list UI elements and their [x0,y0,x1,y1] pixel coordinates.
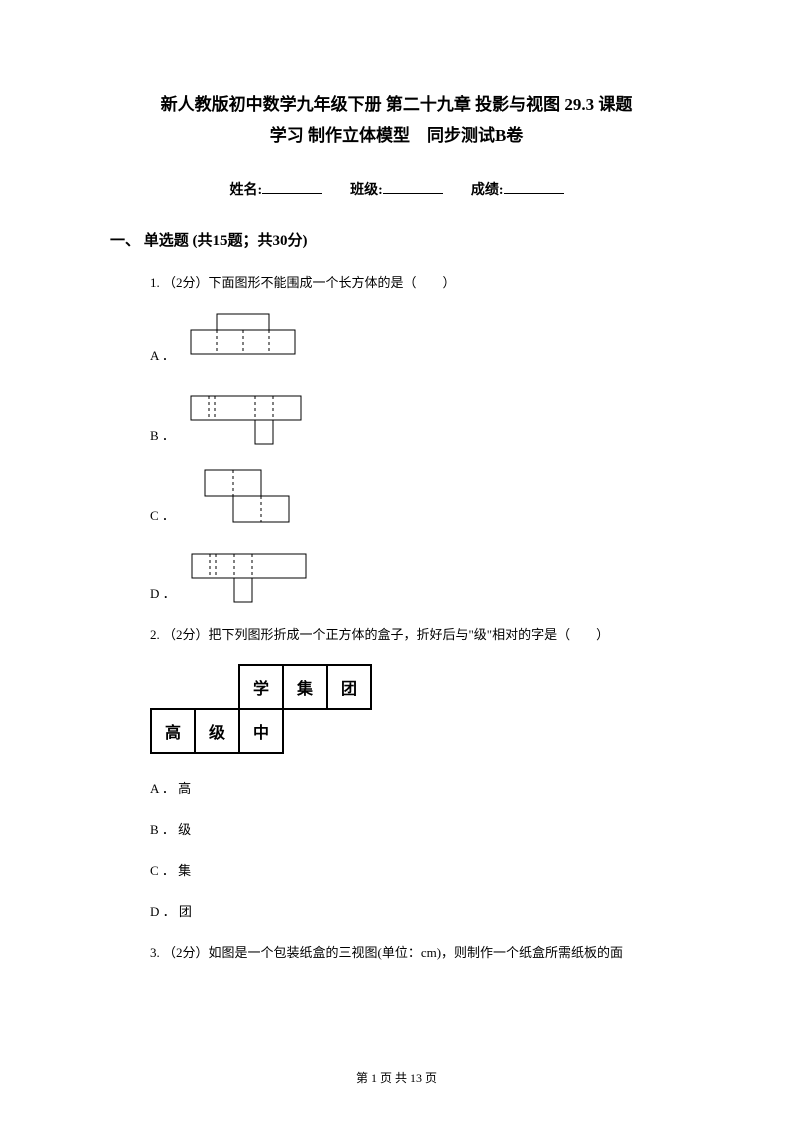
q1-option-b: B ． [150,386,683,448]
q1-net-d-icon [186,546,316,606]
q1-option-d-label: D ． [150,583,176,606]
q1-text: 1. （2分）下面图形不能围成一个长方体的是（ ） [150,272,683,294]
q1-option-c-label: C ． [150,505,175,528]
class-label: 班级: [350,183,383,198]
q2-cube-net: 学 集 团 高 级 中 [150,664,683,754]
net-cell-tuan: 团 [327,665,371,709]
section-header: 一、 单选题 (共15题；共30分) [110,229,683,250]
q3-text: 3. （2分）如图是一个包装纸盒的三视图(单位：cm)，则制作一个纸盒所需纸板的… [150,942,683,964]
q2-option-d: D ． 团 [150,901,683,920]
net-cell-xue: 学 [239,665,283,709]
q2-option-c: C ． 集 [150,860,683,879]
q1-net-b-icon [185,386,315,448]
net-cell-jilevel: 级 [195,709,239,753]
q1-option-a-label: A ． [150,345,175,368]
score-label: 成绩: [471,183,504,198]
q2-option-a: A ． 高 [150,778,683,797]
name-label: 姓名: [229,183,262,198]
net-cell-ji: 集 [283,665,327,709]
q2-option-b: B ． 级 [150,819,683,838]
score-blank [504,180,564,194]
q1-net-c-icon [185,466,305,528]
page-footer: 第 1 页 共 13 页 [0,1069,793,1086]
q1-net-a-icon [185,312,305,368]
title-line-1: 新人教版初中数学九年级下册 第二十九章 投影与视图 29.3 课题 [110,90,683,121]
info-row: 姓名: 班级: 成绩: [110,179,683,199]
net-cell-gao: 高 [151,709,195,753]
q1-option-d: D ． [150,546,683,606]
q1-option-b-label: B ． [150,425,175,448]
name-blank [262,180,322,194]
q1-option-c: C ． [150,466,683,528]
class-blank [383,180,443,194]
q2-text: 2. （2分）把下列图形折成一个正方体的盒子，折好后与"级"相对的字是（ ） [150,624,683,646]
net-cell-zhong: 中 [239,709,283,753]
q1-option-a: A ． [150,312,683,368]
title-line-2: 学习 制作立体模型 同步测试B卷 [110,121,683,152]
